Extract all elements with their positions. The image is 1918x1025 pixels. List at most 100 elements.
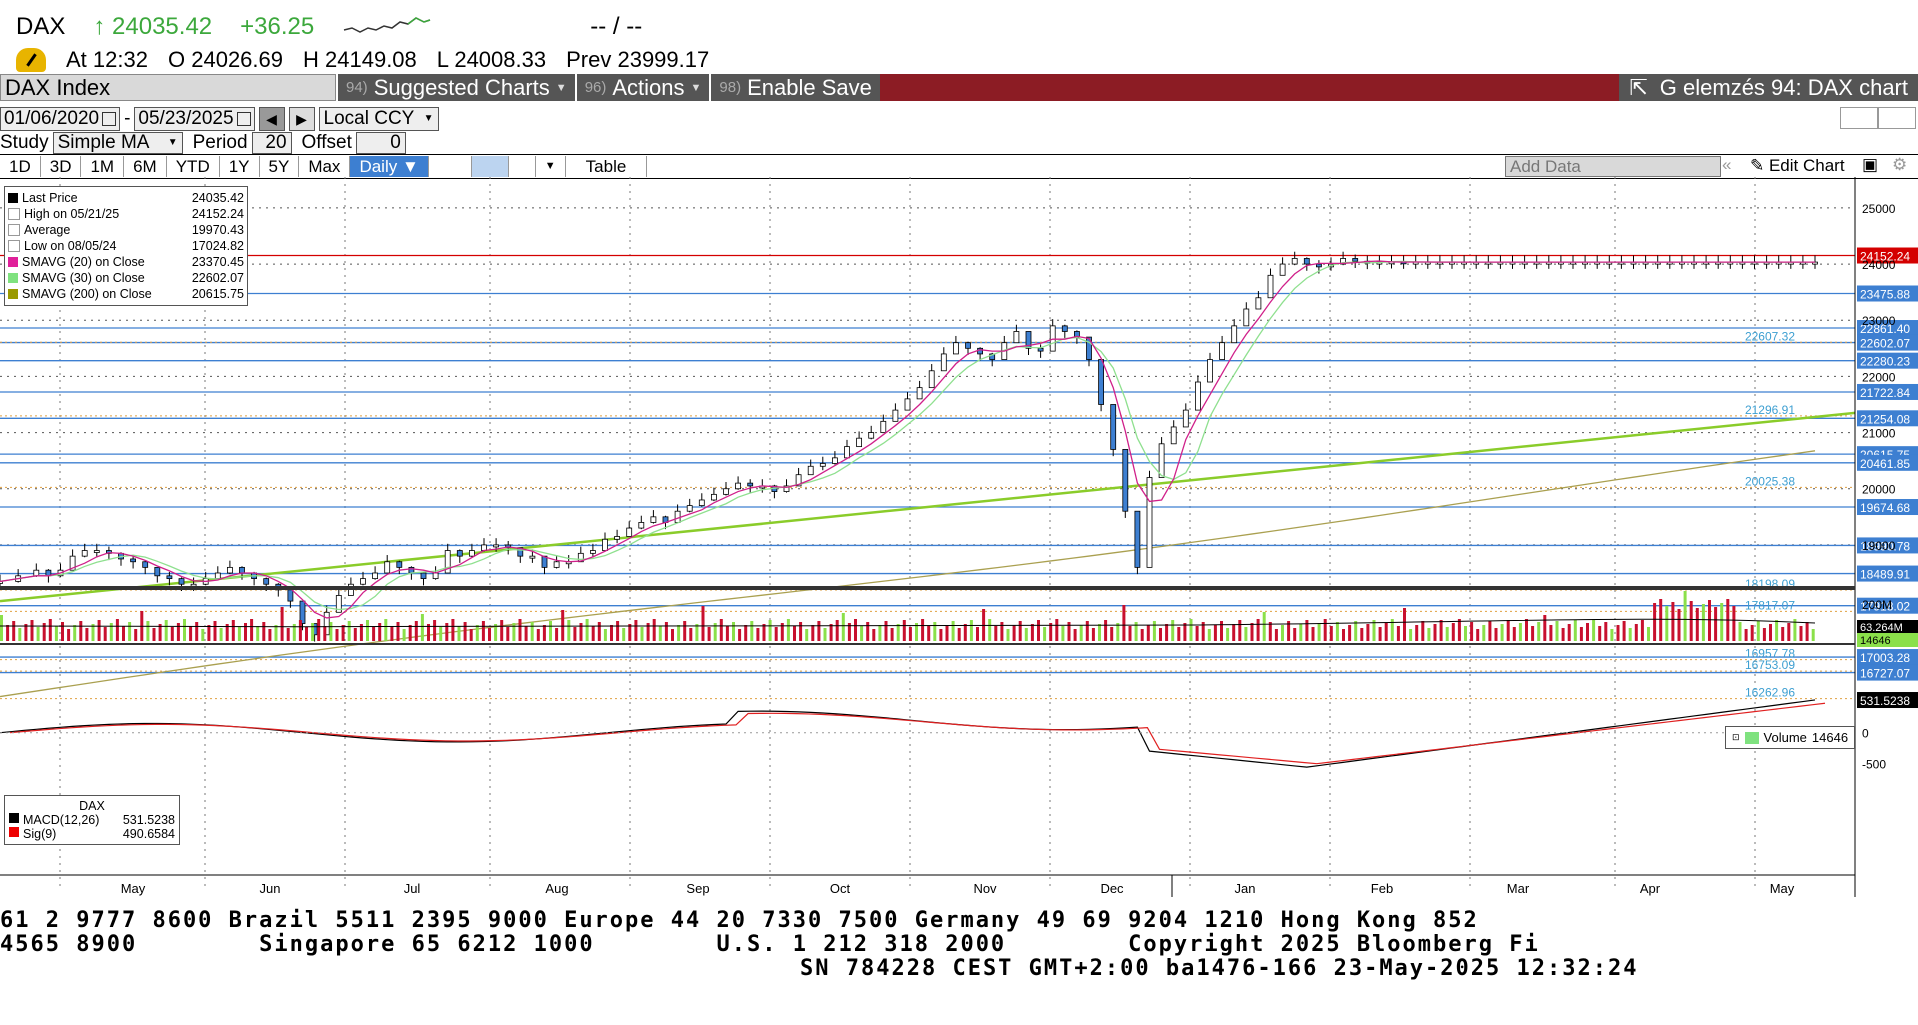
x-month-label: Dec — [1100, 881, 1124, 896]
x-month-label: May — [1770, 881, 1795, 896]
level-label: 22602.07 — [1860, 337, 1910, 351]
candle-body — [928, 370, 935, 389]
volume-bar — [469, 629, 473, 641]
suggested-charts-button[interactable]: 94) Suggested Charts ▼ — [336, 74, 575, 101]
volume-bar — [1689, 601, 1693, 641]
calendar-icon[interactable] — [102, 112, 117, 126]
candle-body — [1303, 258, 1310, 265]
period-input[interactable]: 20 — [251, 132, 292, 154]
volume-bar — [1079, 625, 1083, 641]
tab-1m[interactable]: 1M — [81, 156, 125, 177]
level-label-bg — [1857, 410, 1918, 427]
level-label: 24152.24 — [1860, 250, 1910, 264]
volume-bar — [146, 621, 150, 641]
volume-bar — [1793, 619, 1797, 641]
volume-bar — [1220, 621, 1223, 641]
tab-5y[interactable]: 5Y — [260, 156, 300, 177]
volume-bar — [48, 619, 52, 641]
signal-line — [9, 702, 1826, 765]
start-date-input[interactable]: 01/06/2020 — [0, 107, 121, 131]
volume-bar — [1598, 626, 1602, 641]
prev-range-button[interactable]: ◀ — [258, 107, 285, 131]
volume-bar — [854, 619, 857, 641]
gear-icon[interactable]: ⚙ — [1892, 155, 1908, 174]
volume-bar — [725, 626, 729, 641]
ticker: DAX — [16, 13, 66, 40]
frequency-select[interactable]: Daily ▼ — [350, 156, 429, 177]
calendar-icon[interactable] — [236, 112, 251, 126]
volume-bar — [1616, 625, 1620, 641]
offset-input[interactable]: 0 — [355, 132, 406, 154]
chart-settings-icon[interactable]: ▣ — [1862, 155, 1879, 174]
volume-bar — [847, 623, 851, 641]
volume-bar — [573, 627, 577, 641]
candle-body — [1134, 510, 1141, 568]
candle-body — [154, 566, 161, 577]
x-month-label: Jul — [404, 881, 421, 896]
low-value: L 24008.33 — [436, 47, 547, 72]
table-button[interactable]: Table — [566, 156, 648, 177]
study-select[interactable]: Simple MA ▼ — [52, 132, 183, 154]
security-input[interactable]: DAX Index — [0, 74, 336, 101]
volume-bar — [152, 628, 156, 641]
sma-200-line — [0, 450, 1816, 698]
volume-average-line — [0, 618, 1816, 628]
volume-bar — [1775, 620, 1779, 641]
sma-30-line — [0, 260, 1815, 611]
chart-style-button[interactable] — [429, 156, 472, 177]
volume-bar — [1372, 620, 1376, 641]
volume-bar — [628, 624, 632, 641]
tab-1d[interactable]: 1D — [0, 156, 41, 177]
legend-swatch — [8, 257, 18, 267]
chart-legend[interactable]: Last Price 24035.42 High on 05/21/25 24152.… — [4, 186, 248, 306]
bar-style-button[interactable] — [471, 156, 509, 177]
end-date-input[interactable]: 05/23/2025 — [134, 107, 255, 131]
tab-6m[interactable]: 6M — [124, 156, 167, 177]
chevron-down-icon[interactable]: ▼ — [536, 156, 566, 177]
volume-bar — [921, 619, 925, 641]
net-change: +36.25 — [240, 13, 315, 40]
volume-bar — [744, 625, 748, 641]
candle-body — [940, 353, 947, 372]
volume-bar — [1213, 625, 1217, 641]
next-range-button[interactable]: ▶ — [288, 107, 315, 131]
volume-legend[interactable]: ⊡ Volume 14646 — [1725, 726, 1856, 749]
level-label: 18990.78 — [1860, 539, 1910, 553]
undo-button[interactable] — [1840, 107, 1878, 129]
volume-bar — [1744, 629, 1748, 641]
tab-1y[interactable]: 1Y — [220, 156, 260, 177]
macd-legend[interactable]: DAX MACD(12,26) 531.5238 Sig(9) 490.6584 — [4, 795, 180, 845]
enable-save-button[interactable]: 98) Enable Save — [709, 74, 880, 101]
edit-chart-button[interactable]: ✎ Edit Chart — [1750, 156, 1845, 175]
candle-body — [323, 611, 330, 636]
tab-ytd[interactable]: YTD — [167, 156, 220, 177]
candle-body — [214, 572, 221, 580]
add-data-input[interactable]: Add Data — [1505, 156, 1721, 177]
currency-select[interactable]: Local CCY ▼ — [318, 107, 439, 131]
spacer-button — [509, 156, 536, 177]
redo-button[interactable] — [1878, 107, 1916, 129]
tab-max[interactable]: Max — [299, 156, 351, 177]
chart-canvas[interactable]: 24152.2423475.8822861.4022602.0722280.23… — [0, 177, 1918, 897]
tab-3d[interactable]: 3D — [41, 156, 82, 177]
collapse-icon[interactable]: « — [1722, 155, 1732, 174]
volume-bar — [237, 627, 241, 641]
level-label: 21254.08 — [1860, 412, 1910, 426]
speedometer-icon[interactable] — [16, 48, 46, 72]
chart-title-button[interactable]: ⇱ G elemzés 94: DAX chart — [1619, 74, 1918, 101]
volume-bar — [939, 629, 943, 641]
open-value: O 24026.69 — [167, 47, 283, 72]
volume-bar — [549, 621, 552, 641]
level-label: 23475.88 — [1860, 288, 1910, 302]
candle-body — [1219, 342, 1225, 360]
chevron-down-icon: ▼ — [690, 81, 702, 94]
legend-label: Low on 08/05/24 — [24, 239, 117, 253]
volume-bar — [1116, 623, 1120, 641]
legend-label: SMAVG (20) on Close — [22, 255, 145, 269]
volume-bar — [1030, 624, 1034, 641]
actions-button[interactable]: 96) Actions ▼ — [574, 74, 710, 101]
volume-bar — [1238, 620, 1242, 641]
x-month-label: Aug — [545, 881, 568, 896]
prev-value: Prev 23999.17 — [566, 47, 710, 72]
volume-bar — [1000, 622, 1004, 641]
